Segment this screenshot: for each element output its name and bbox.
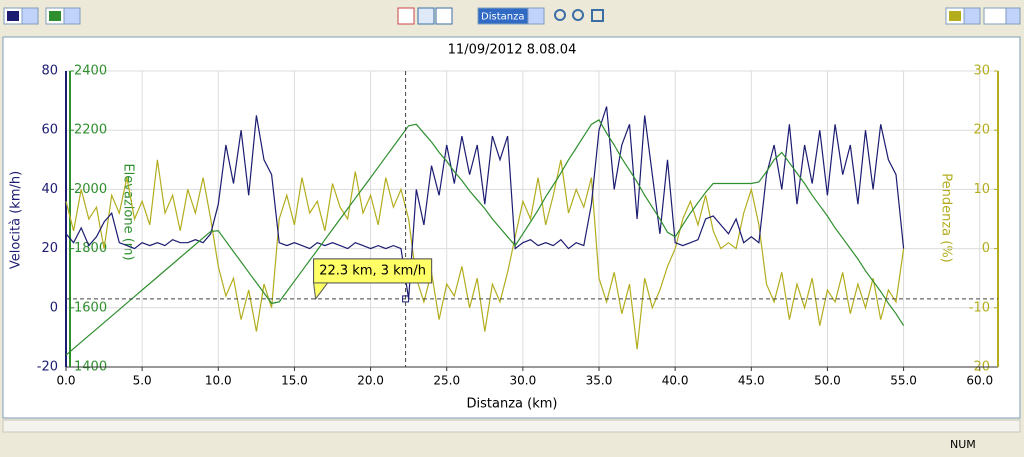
series-line bbox=[65, 159, 905, 350]
zoom-in-button[interactable] bbox=[554, 9, 566, 21]
x-tick-label: 55.0 bbox=[890, 374, 917, 388]
y-tick-label: 20 bbox=[41, 241, 58, 256]
y3-axis-title: Pendenza (%) bbox=[939, 173, 954, 263]
color-swatch bbox=[49, 11, 61, 21]
zoom-out-button[interactable] bbox=[572, 9, 584, 21]
x-tick-label: 35.0 bbox=[586, 374, 613, 388]
x-axis-select-text: Distanza bbox=[481, 12, 524, 23]
color-swatch bbox=[949, 11, 961, 21]
x-tick-label: 10.0 bbox=[205, 374, 232, 388]
y-tick-label: 40 bbox=[41, 182, 58, 197]
layout-button[interactable] bbox=[417, 7, 435, 25]
y2-tick-label: 2400 bbox=[74, 64, 107, 79]
crosshair-point bbox=[402, 295, 410, 303]
y-tick-label: -20 bbox=[37, 360, 58, 375]
plot-area: 0.0 5.0 10.0 15.0 20.0 25.0 30.0 35.0 40.0 45.0 50… bbox=[37, 64, 999, 388]
y3-tick-label: 30 bbox=[973, 64, 990, 79]
y2-tick-label: 1800 bbox=[74, 241, 107, 256]
status-indicator: NUM bbox=[950, 438, 976, 451]
line-button[interactable] bbox=[435, 7, 453, 25]
x-tick-label: 30.0 bbox=[510, 374, 537, 388]
y-tick-label: 80 bbox=[41, 64, 58, 79]
y-axis-title: Velocità (km/h) bbox=[9, 171, 24, 269]
y-tick-label: 60 bbox=[41, 123, 58, 138]
x-axis-title: Distanza (km) bbox=[467, 397, 558, 412]
tooltip-text: 22.3 km, 3 km/h bbox=[319, 263, 426, 278]
dropdown-button[interactable] bbox=[963, 7, 981, 25]
chart-title: 11/09/2012 8.08.04 bbox=[448, 43, 577, 58]
y3-tick-label: -10 bbox=[969, 300, 990, 315]
status-bar bbox=[0, 436, 1024, 453]
y2-tick-label: 2000 bbox=[74, 182, 107, 197]
y2-tick-label: 2200 bbox=[74, 123, 107, 138]
dropdown-button[interactable] bbox=[21, 7, 39, 25]
dropdown-button[interactable] bbox=[527, 7, 545, 25]
x-tick-label: 40.0 bbox=[662, 374, 689, 388]
x-tick-label: 45.0 bbox=[738, 374, 765, 388]
series-line bbox=[65, 106, 905, 299]
dropdown-button[interactable] bbox=[63, 7, 81, 25]
zoom-fit-button[interactable] bbox=[591, 9, 604, 22]
x-tick-label: 25.0 bbox=[433, 374, 460, 388]
x-tick-label: 5.0 bbox=[133, 374, 152, 388]
x-tick-label: 20.0 bbox=[357, 374, 384, 388]
y3-tick-label: 20 bbox=[973, 123, 990, 138]
grid-button[interactable] bbox=[397, 7, 415, 25]
y2-tick-label: 1600 bbox=[74, 300, 107, 315]
x-tick-label: 15.0 bbox=[281, 374, 308, 388]
color-picker[interactable] bbox=[983, 7, 1007, 25]
chart-panel bbox=[2, 36, 1021, 419]
x-tick-label: 0.0 bbox=[56, 374, 75, 388]
x-tick-label: 60.0 bbox=[966, 374, 993, 388]
horizontal-scrollbar[interactable] bbox=[2, 419, 1021, 433]
y3-tick-label: 0 bbox=[982, 241, 990, 256]
color-swatch bbox=[7, 11, 19, 21]
y3-tick-label: 10 bbox=[973, 182, 990, 197]
series-line bbox=[65, 118, 905, 356]
tooltip-box bbox=[313, 258, 433, 284]
y-tick-label: 0 bbox=[50, 300, 58, 315]
x-tick-label: 50.0 bbox=[814, 374, 841, 388]
dropdown-button[interactable] bbox=[1005, 7, 1021, 25]
